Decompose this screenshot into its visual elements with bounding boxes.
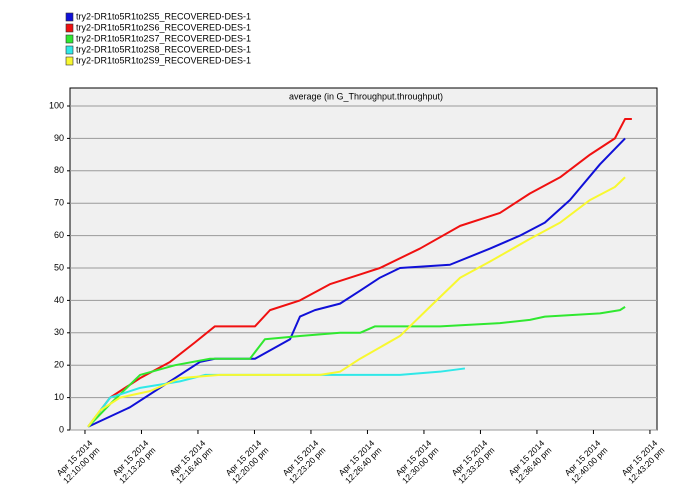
y-tick-label: 20 <box>54 360 64 370</box>
plot-area <box>69 87 658 431</box>
chart-title: average (in G_Throughput.throughput) <box>289 91 443 101</box>
y-tick-label: 80 <box>54 165 64 175</box>
series-line <box>87 306 626 428</box>
y-tick-label: 100 <box>49 100 64 110</box>
y-tick-label: 0 <box>59 424 64 434</box>
series-line <box>87 367 466 428</box>
y-tick-label: 40 <box>54 295 64 305</box>
legend-swatch <box>65 12 74 22</box>
legend-swatch <box>65 23 74 33</box>
legend-label: try2-DR1to5R1to2S5_RECOVERED-DES-1 <box>76 11 251 21</box>
y-tick-label: 60 <box>54 230 64 240</box>
legend-label: try2-DR1to5R1to2S9_RECOVERED-DES-1 <box>76 55 251 65</box>
legend-swatch <box>65 34 74 44</box>
legend-label: try2-DR1to5R1to2S8_RECOVERED-DES-1 <box>76 44 251 54</box>
legend-label: try2-DR1to5R1to2S6_RECOVERED-DES-1 <box>76 22 251 32</box>
legend-swatch <box>65 56 74 66</box>
y-tick-label: 30 <box>54 327 64 337</box>
legend-swatch <box>65 45 74 55</box>
series-line <box>87 176 626 428</box>
y-tick-label: 90 <box>54 133 64 143</box>
legend-label: try2-DR1to5R1to2S7_RECOVERED-DES-1 <box>76 33 251 43</box>
series-line <box>87 117 632 428</box>
y-tick-label: 10 <box>54 392 64 402</box>
y-tick-label: 70 <box>54 198 64 208</box>
y-tick-label: 50 <box>54 262 64 272</box>
series-line <box>87 137 626 428</box>
